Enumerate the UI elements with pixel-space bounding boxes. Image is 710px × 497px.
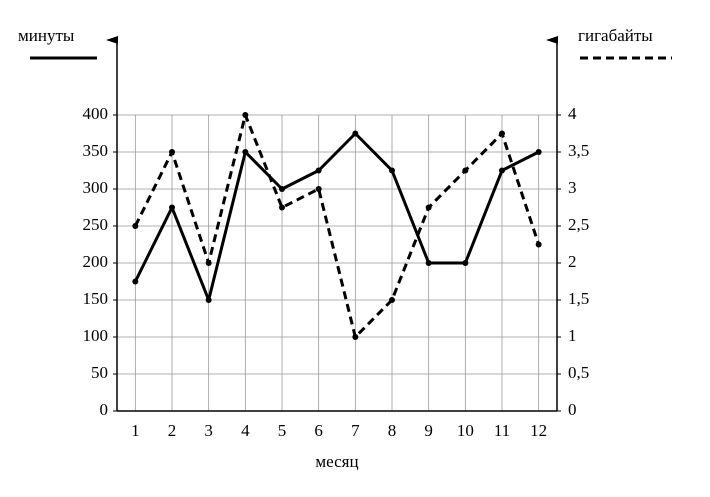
data-point (352, 334, 359, 340)
y2-tick-label: 1 (568, 326, 577, 345)
x-tick-label: 4 (241, 421, 250, 440)
x-tick-label: 9 (424, 421, 433, 440)
data-point (425, 260, 432, 266)
y-tick-label: 200 (83, 252, 109, 271)
data-point (499, 167, 505, 174)
data-point (242, 112, 249, 118)
x-tick-label: 5 (278, 421, 287, 440)
y2-tick-label: 0,5 (568, 363, 589, 382)
data-point (462, 167, 469, 174)
y2-tick-label: 3,5 (568, 141, 589, 160)
data-point (205, 260, 212, 266)
data-point (499, 130, 505, 137)
legend-label: гигабайты (578, 26, 653, 45)
data-point (315, 167, 322, 174)
data-point (535, 149, 542, 155)
legend-label: минуты (18, 26, 75, 45)
series-line (133, 132, 540, 302)
y2-tick-label: 2 (568, 252, 577, 271)
x-tick-label: 11 (494, 421, 510, 440)
x-tick-label: 7 (351, 421, 360, 440)
x-tick-label: 12 (530, 421, 547, 440)
y-tick-label: 400 (83, 104, 109, 123)
y2-tick-label: 1,5 (568, 289, 589, 308)
data-point (425, 204, 432, 211)
x-tick-label: 6 (314, 421, 323, 440)
y-tick-label: 250 (83, 215, 109, 234)
data-point (169, 204, 175, 211)
data-point (169, 149, 175, 155)
grid (117, 114, 557, 412)
data-point (535, 241, 542, 248)
data-point (389, 297, 395, 303)
data-point (389, 167, 395, 174)
data-point (242, 149, 249, 155)
x-tick-label: 2 (168, 421, 177, 440)
y2-tick-label: 2,5 (568, 215, 589, 234)
data-point (352, 130, 359, 137)
y-tick-label: 100 (83, 326, 109, 345)
data-point (132, 278, 139, 285)
x-tick-label: 10 (457, 421, 474, 440)
y-tick-label: 300 (83, 178, 109, 197)
data-point (132, 223, 139, 229)
y2-tick-label: 0 (568, 400, 577, 419)
data-point (205, 297, 212, 303)
data-point (279, 204, 285, 211)
y2-tick-label: 4 (568, 104, 577, 123)
x-tick-label: 3 (204, 421, 213, 440)
y-tick-label: 0 (100, 400, 109, 419)
data-point (462, 260, 469, 266)
y-tick-label: 350 (83, 141, 109, 160)
data-point (279, 186, 285, 192)
x-axis-label: месяц (315, 452, 358, 471)
y2-tick-label: 3 (568, 178, 577, 197)
data-point (315, 186, 322, 192)
x-tick-label: 1 (131, 421, 140, 440)
x-tick-label: 8 (388, 421, 397, 440)
y-tick-label: 50 (91, 363, 108, 382)
y-tick-label: 150 (83, 289, 109, 308)
